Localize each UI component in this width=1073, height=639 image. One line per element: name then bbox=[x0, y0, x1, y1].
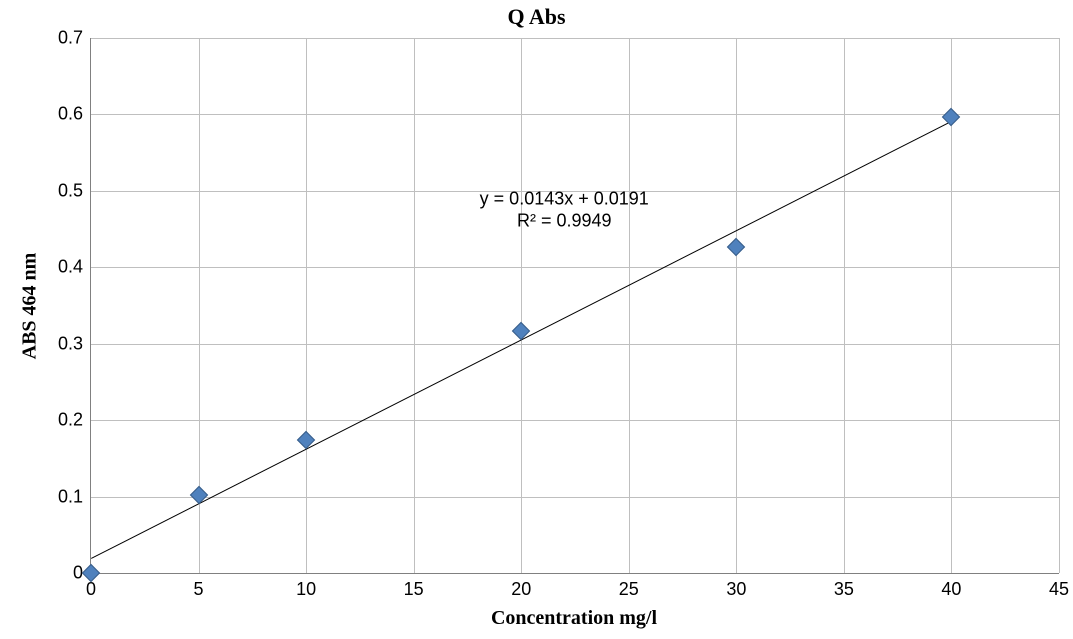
chart-title: Q Abs bbox=[0, 4, 1073, 30]
gridline-horizontal bbox=[91, 38, 1059, 39]
x-tick-label: 45 bbox=[1049, 573, 1069, 600]
x-tick-label: 15 bbox=[404, 573, 424, 600]
gridline-vertical bbox=[1059, 38, 1060, 573]
y-axis-title: ABS 464 nm bbox=[19, 252, 42, 359]
gridline-vertical bbox=[629, 38, 630, 573]
gridline-horizontal bbox=[91, 267, 1059, 268]
plot-area: 00.10.20.30.40.50.60.7051015202530354045… bbox=[90, 38, 1059, 574]
gridline-vertical bbox=[306, 38, 307, 573]
x-tick-label: 10 bbox=[296, 573, 316, 600]
x-tick-label: 5 bbox=[194, 573, 204, 600]
y-tick-label: 0.6 bbox=[58, 104, 91, 125]
y-tick-label: 0.7 bbox=[58, 28, 91, 49]
gridline-horizontal bbox=[91, 420, 1059, 421]
gridline-vertical bbox=[844, 38, 845, 573]
x-tick-label: 20 bbox=[511, 573, 531, 600]
y-tick-label: 0.3 bbox=[58, 333, 91, 354]
y-tick-label: 0.5 bbox=[58, 180, 91, 201]
x-tick-label: 35 bbox=[834, 573, 854, 600]
data-marker bbox=[512, 322, 530, 340]
gridline-horizontal bbox=[91, 114, 1059, 115]
x-tick-label: 30 bbox=[726, 573, 746, 600]
y-tick-label: 0.4 bbox=[58, 257, 91, 278]
data-marker bbox=[189, 486, 207, 504]
gridline-vertical bbox=[736, 38, 737, 573]
y-tick-label: 0.2 bbox=[58, 410, 91, 431]
x-tick-label: 25 bbox=[619, 573, 639, 600]
data-marker bbox=[727, 237, 745, 255]
gridline-horizontal bbox=[91, 344, 1059, 345]
x-tick-label: 40 bbox=[941, 573, 961, 600]
chart-container: Q Abs 00.10.20.30.40.50.60.7051015202530… bbox=[0, 0, 1073, 639]
gridline-vertical bbox=[521, 38, 522, 573]
regression-annotation: y = 0.0143x + 0.0191 R² = 0.9949 bbox=[480, 187, 649, 232]
gridline-vertical bbox=[414, 38, 415, 573]
y-tick-label: 0.1 bbox=[58, 486, 91, 507]
x-axis-title: Concentration mg/l bbox=[491, 607, 657, 630]
gridline-horizontal bbox=[91, 497, 1059, 498]
